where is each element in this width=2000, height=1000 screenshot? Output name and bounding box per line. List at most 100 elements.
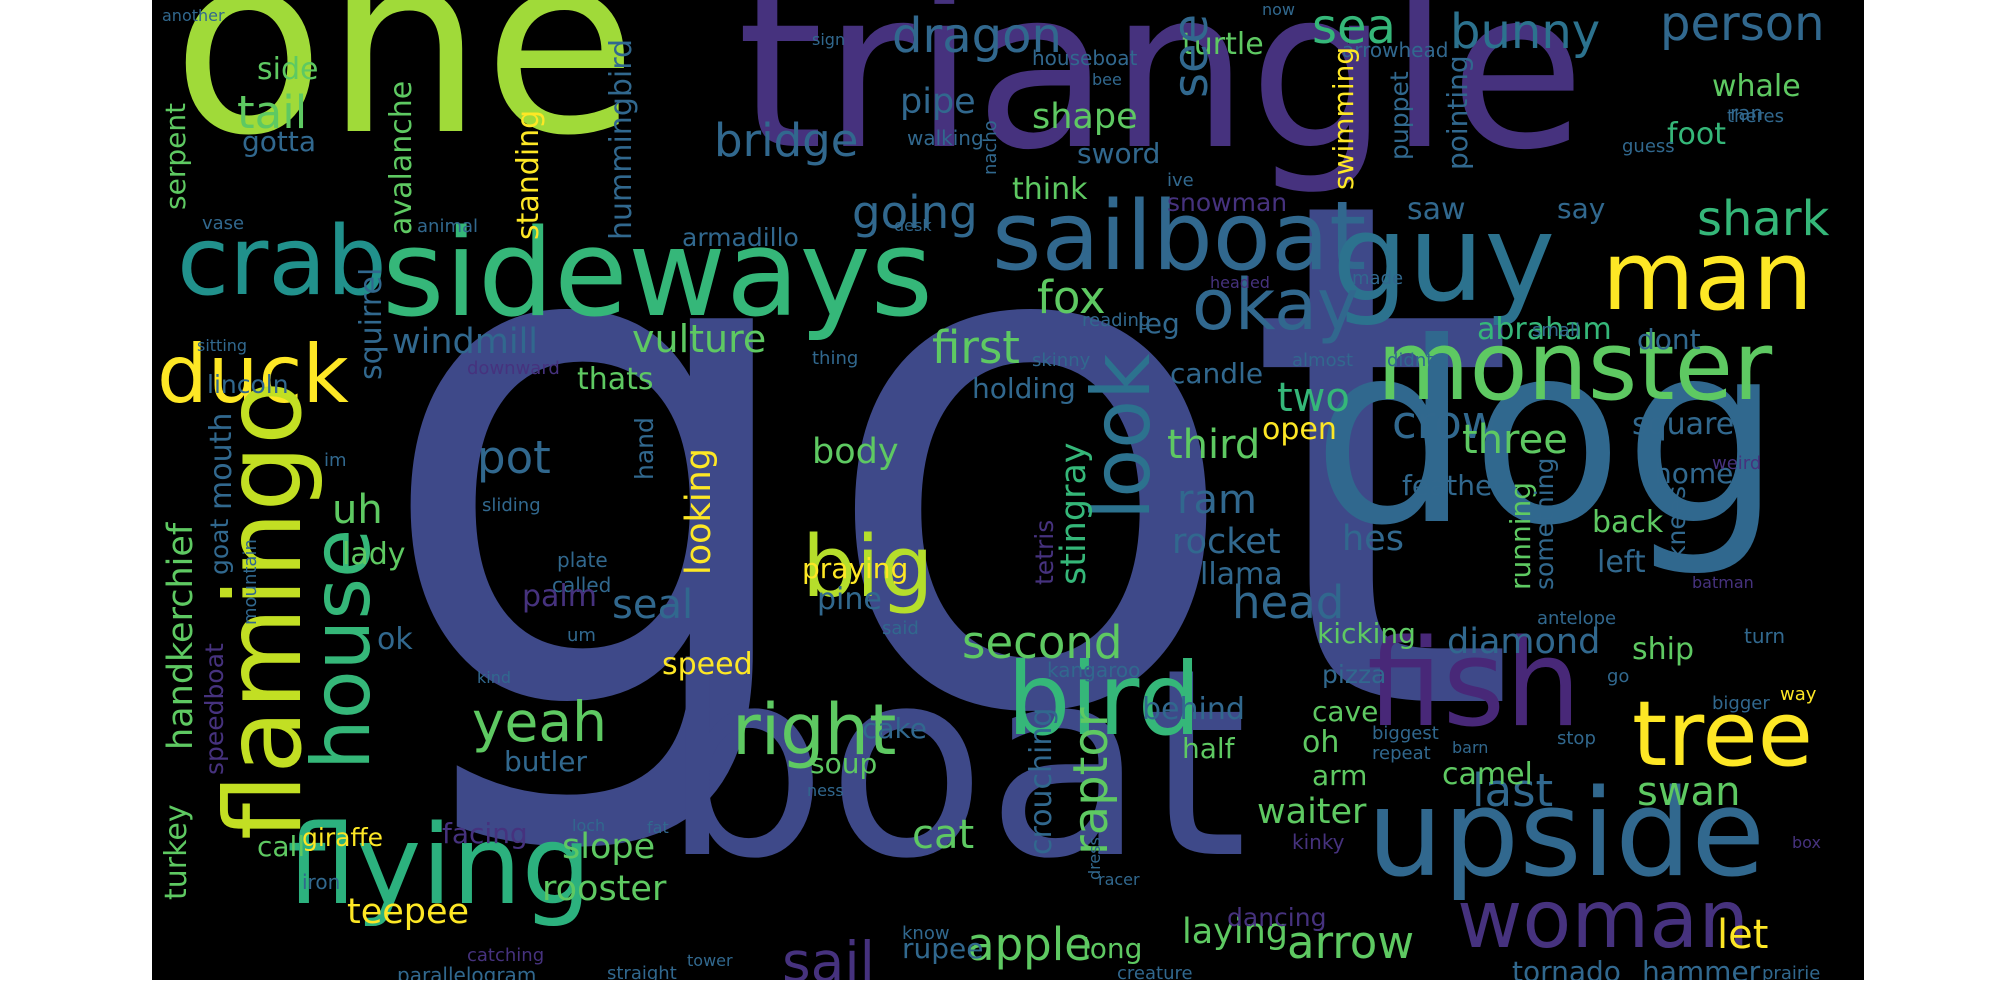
cloud-word: squirrel <box>354 267 389 380</box>
cloud-word: turtle <box>1182 27 1264 62</box>
cloud-word: raptor <box>1063 707 1119 855</box>
cloud-word: candle <box>1170 357 1264 390</box>
cloud-word: pine <box>817 582 882 617</box>
cloud-word: long <box>1082 932 1143 965</box>
cloud-word: almost <box>1292 350 1354 371</box>
cloud-word: kind <box>477 668 512 687</box>
cloud-word: fat <box>647 818 669 837</box>
cloud-word: another <box>162 6 225 25</box>
cloud-word: armadillo <box>682 223 799 252</box>
cloud-word: half <box>1182 732 1235 765</box>
cloud-word: speed <box>662 647 753 682</box>
cloud-word: knees <box>1662 485 1691 560</box>
cloud-word: whale <box>1712 69 1801 104</box>
cloud-word: sign <box>812 30 846 49</box>
cloud-word: turkey <box>159 804 194 900</box>
cloud-word: mountain <box>240 539 261 625</box>
cloud-word: man <box>1602 222 1813 332</box>
cloud-word: yeah <box>472 690 607 754</box>
cloud-word: sail <box>782 930 875 981</box>
cloud-word: slope <box>562 827 656 867</box>
cloud-word: nacho <box>980 120 1001 175</box>
cloud-word: first <box>932 321 1020 374</box>
cloud-word: bridge <box>714 114 859 167</box>
cloud-word: straight <box>607 963 677 981</box>
cloud-word: ok <box>377 622 413 657</box>
cloud-word: seal <box>612 582 694 628</box>
cloud-word: cake <box>862 712 927 745</box>
cloud-word: creature <box>1117 963 1193 981</box>
cloud-word: called <box>552 573 612 597</box>
cloud-word: okay <box>1192 264 1359 346</box>
cloud-word: im <box>324 450 347 471</box>
cloud-word: ness <box>807 781 844 800</box>
cloud-word: sea <box>1312 0 1396 55</box>
cloud-word: reading <box>1082 310 1151 331</box>
cloud-word: duck <box>157 328 349 421</box>
cloud-word: gotta <box>242 125 317 158</box>
cloud-word: tree <box>1632 682 1814 787</box>
cloud-word: um <box>567 625 596 646</box>
cloud-word: open <box>1262 412 1337 447</box>
cloud-word: sailboat <box>992 182 1367 292</box>
cloud-word: made <box>1352 268 1404 289</box>
cloud-word: guess <box>1622 136 1675 157</box>
cloud-word: sliding <box>482 495 541 516</box>
cloud-word: hummingbird <box>604 38 639 240</box>
cloud-word: prairie <box>1762 963 1821 981</box>
cloud-word: vulture <box>632 317 767 361</box>
cloud-word: pot <box>477 431 551 484</box>
cloud-word: tetris <box>1030 519 1059 585</box>
cloud-word: dancing <box>1227 903 1327 932</box>
cloud-word: sitting <box>197 336 248 355</box>
cloud-word: big <box>802 518 934 617</box>
cloud-word: speedboat <box>200 643 229 775</box>
cloud-word: avalanche <box>384 80 419 235</box>
cloud-word: camel <box>1442 757 1533 792</box>
cloud-word: bunny <box>1450 4 1601 60</box>
cloud-word: windmill <box>392 322 539 362</box>
cloud-word: hes <box>1342 519 1404 559</box>
cloud-word: serpent <box>159 102 192 210</box>
cloud-word: goat <box>205 518 234 575</box>
cloud-word: walking <box>907 126 984 150</box>
cloud-word: barn <box>1452 738 1489 757</box>
cloud-word: rooster <box>542 869 667 909</box>
cloud-word: theres <box>1727 106 1784 127</box>
cloud-word: way <box>1780 684 1817 705</box>
cloud-word: say <box>1557 192 1606 225</box>
cloud-word: houseboat <box>1032 46 1138 70</box>
cloud-word: three <box>1462 417 1568 463</box>
cloud-word: giraffe <box>302 823 384 852</box>
cloud-word: leg <box>1137 307 1180 340</box>
cloud-word: foot <box>1667 117 1727 152</box>
cloud-word: rupee <box>902 932 984 965</box>
cloud-word: upside <box>1367 765 1766 904</box>
cloud-word: let <box>1717 912 1769 958</box>
cloud-word: saw <box>1407 192 1466 227</box>
cloud-word: swimming <box>1327 46 1360 190</box>
cloud-word: sideways <box>382 205 934 344</box>
cloud-word: got <box>372 52 1520 867</box>
cloud-word: kicking <box>1317 617 1416 650</box>
cloud-word: said <box>882 618 919 639</box>
cloud-word: abraham <box>1477 312 1612 347</box>
cloud-word: bird <box>1007 641 1202 758</box>
cloud-word: swan <box>1637 769 1741 815</box>
cloud-word: apple <box>967 918 1092 971</box>
cloud-word: fish <box>1367 615 1582 754</box>
cloud-word: handkerchief <box>161 522 201 750</box>
cloud-word: see <box>1163 13 1219 98</box>
cloud-word: standing <box>511 109 546 240</box>
cloud-word: plate <box>557 548 608 572</box>
cloud-word: second <box>962 616 1123 669</box>
cloud-word: snowman <box>1167 188 1288 217</box>
cloud-word: weird <box>1712 453 1762 474</box>
cloud-word: lincoln <box>207 370 289 399</box>
cloud-word: last <box>1472 764 1554 817</box>
cloud-word: monster <box>1377 312 1773 422</box>
cloud-word: oh <box>1302 725 1340 760</box>
cloud-word: person <box>1660 0 1825 52</box>
cloud-word: cat <box>912 812 975 858</box>
cloud-word: arrow <box>1287 916 1415 969</box>
